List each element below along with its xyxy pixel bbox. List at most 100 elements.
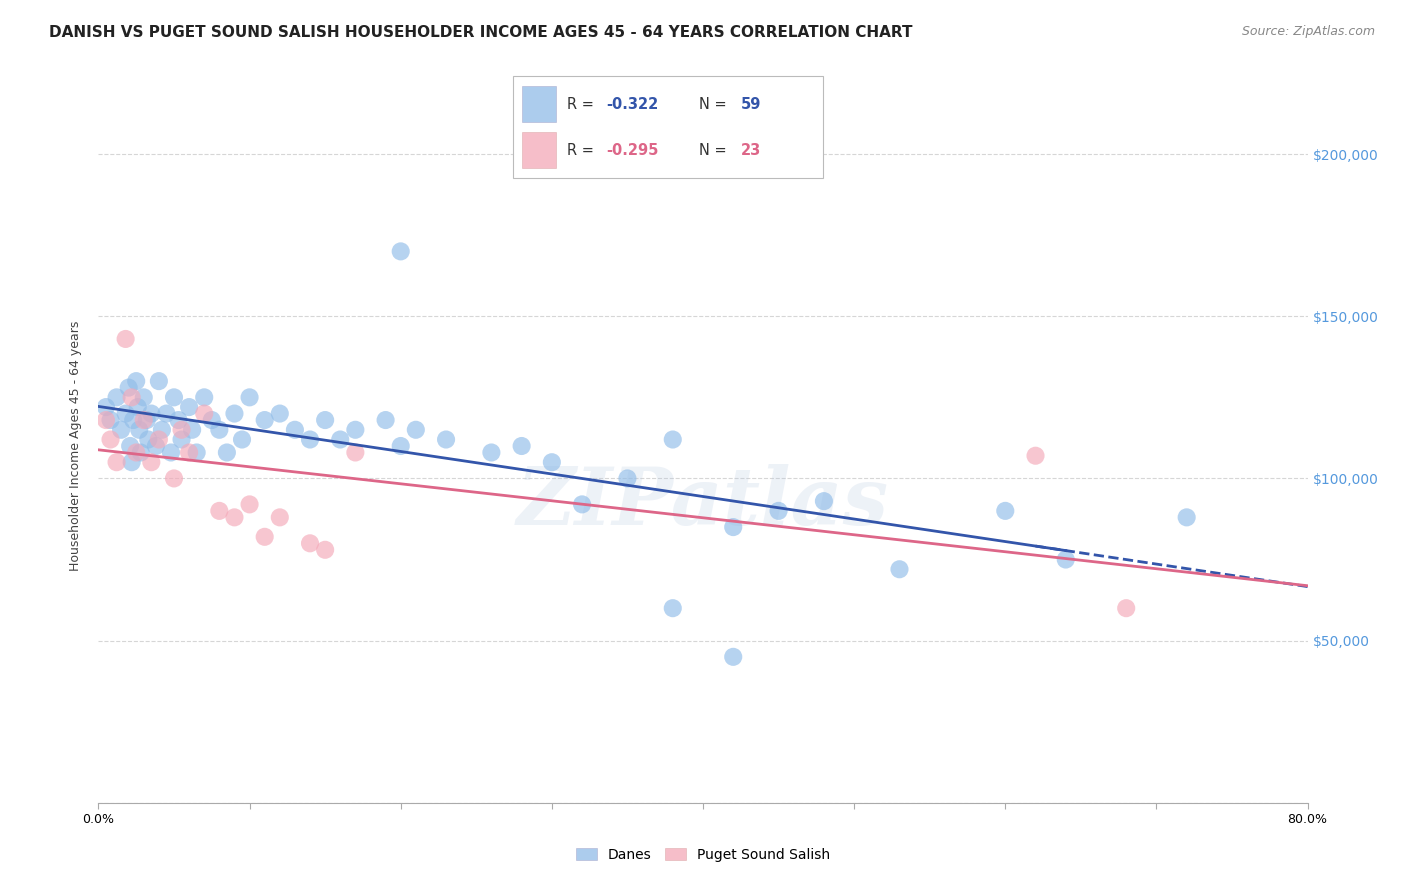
Puget Sound Salish (141, 455, 163, 469)
Puget Sound Salish (100, 433, 122, 447)
Danes (434, 433, 457, 447)
FancyBboxPatch shape (513, 76, 823, 178)
Puget Sound Salish (94, 413, 117, 427)
Danes (193, 390, 215, 404)
Danes (889, 562, 911, 576)
Danes (121, 455, 143, 469)
Text: R =: R = (567, 143, 599, 158)
Danes (128, 423, 150, 437)
Danes (208, 423, 231, 437)
Danes (94, 400, 117, 414)
Text: N =: N = (699, 96, 731, 112)
Danes (167, 413, 190, 427)
Puget Sound Salish (121, 390, 143, 404)
Danes (114, 407, 136, 421)
Danes (540, 455, 562, 469)
Danes (231, 433, 253, 447)
Danes (224, 407, 246, 421)
Danes (768, 504, 790, 518)
Danes (389, 244, 412, 259)
Danes (145, 439, 167, 453)
Danes (179, 400, 201, 414)
Puget Sound Salish (114, 332, 136, 346)
Danes (155, 407, 177, 421)
Danes (1054, 552, 1077, 566)
Puget Sound Salish (132, 413, 155, 427)
Danes (127, 400, 149, 414)
Puget Sound Salish (125, 445, 148, 459)
Danes (160, 445, 183, 459)
Danes (118, 381, 141, 395)
Puget Sound Salish (314, 542, 336, 557)
Danes (125, 374, 148, 388)
Danes (299, 433, 322, 447)
Danes (132, 390, 155, 404)
Danes (661, 433, 683, 447)
FancyBboxPatch shape (523, 87, 557, 122)
Text: 59: 59 (741, 96, 761, 112)
Danes (813, 494, 835, 508)
Danes (481, 445, 503, 459)
Puget Sound Salish (224, 510, 246, 524)
Puget Sound Salish (163, 471, 186, 485)
Puget Sound Salish (344, 445, 367, 459)
Danes (661, 601, 683, 615)
Danes (105, 390, 128, 404)
Puget Sound Salish (179, 445, 201, 459)
Danes (344, 423, 367, 437)
Puget Sound Salish (269, 510, 291, 524)
Puget Sound Salish (208, 504, 231, 518)
Text: -0.322: -0.322 (606, 96, 658, 112)
Danes (181, 423, 204, 437)
Danes (100, 413, 122, 427)
Danes (122, 413, 145, 427)
Danes (170, 433, 193, 447)
Danes (284, 423, 307, 437)
Puget Sound Salish (239, 497, 262, 511)
Danes (389, 439, 412, 453)
Danes (723, 520, 745, 534)
Y-axis label: Householder Income Ages 45 - 64 years: Householder Income Ages 45 - 64 years (69, 321, 83, 571)
Puget Sound Salish (299, 536, 322, 550)
Danes (510, 439, 533, 453)
Danes (120, 439, 142, 453)
Danes (994, 504, 1017, 518)
Danes (129, 445, 152, 459)
Puget Sound Salish (1115, 601, 1137, 615)
Danes (1175, 510, 1198, 524)
Danes (405, 423, 427, 437)
Puget Sound Salish (253, 530, 276, 544)
Legend: Danes, Puget Sound Salish: Danes, Puget Sound Salish (569, 842, 837, 867)
Danes (110, 423, 132, 437)
Danes (150, 423, 173, 437)
Danes (329, 433, 352, 447)
Puget Sound Salish (1024, 449, 1046, 463)
Danes (136, 433, 159, 447)
Danes (148, 374, 170, 388)
Danes (163, 390, 186, 404)
Danes (239, 390, 262, 404)
Text: 23: 23 (741, 143, 761, 158)
Puget Sound Salish (193, 407, 215, 421)
Danes (723, 649, 745, 664)
Danes (374, 413, 396, 427)
Danes (201, 413, 224, 427)
Text: ZIPatlas: ZIPatlas (517, 465, 889, 541)
Puget Sound Salish (170, 423, 193, 437)
Danes (141, 407, 163, 421)
Text: DANISH VS PUGET SOUND SALISH HOUSEHOLDER INCOME AGES 45 - 64 YEARS CORRELATION C: DANISH VS PUGET SOUND SALISH HOUSEHOLDER… (49, 25, 912, 40)
Danes (215, 445, 238, 459)
Text: R =: R = (567, 96, 599, 112)
Danes (269, 407, 291, 421)
Danes (135, 413, 157, 427)
Danes (186, 445, 208, 459)
Puget Sound Salish (148, 433, 170, 447)
Text: Source: ZipAtlas.com: Source: ZipAtlas.com (1241, 25, 1375, 38)
FancyBboxPatch shape (523, 132, 557, 168)
Text: N =: N = (699, 143, 731, 158)
Danes (253, 413, 276, 427)
Danes (616, 471, 638, 485)
Danes (314, 413, 336, 427)
Puget Sound Salish (105, 455, 128, 469)
Danes (571, 497, 593, 511)
